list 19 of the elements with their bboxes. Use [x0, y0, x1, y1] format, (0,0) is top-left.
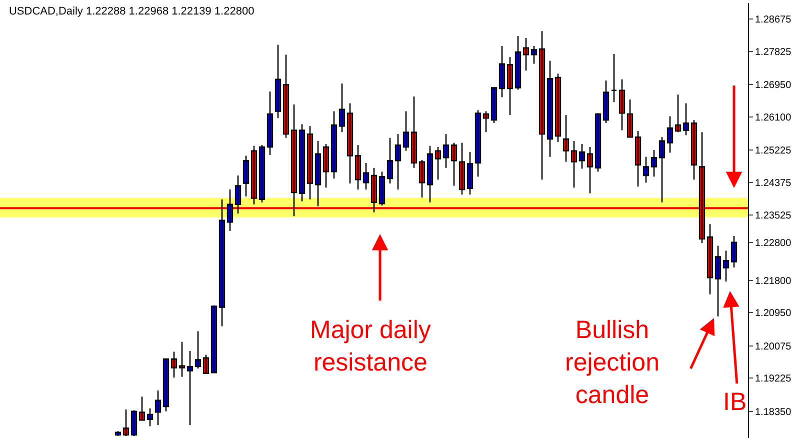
y-tick-label: 1.28675	[755, 14, 792, 26]
annotation: Bullish rejection candle	[565, 316, 660, 409]
annotation: Major daily resistance	[310, 316, 432, 376]
y-tick-label: 1.24375	[755, 178, 792, 190]
y-tick-label: 1.18350	[755, 406, 792, 418]
y-tick-label: 1.26100	[755, 112, 792, 124]
candlestick	[178, 341, 186, 378]
y-tick-label: 1.26950	[755, 80, 792, 92]
chart-title: USDCAD,Daily 1.22288 1.22968 1.22139 1.22800	[8, 5, 254, 18]
annotation: IB	[723, 388, 747, 416]
y-tick-label: 1.20950	[755, 308, 792, 320]
y-tick-label: 1.27825	[755, 46, 792, 58]
y-tick-label: 1.23525	[755, 210, 792, 222]
y-tick-label: 1.22800	[755, 238, 792, 249]
y-tick-label: 1.21800	[755, 276, 792, 287]
y-tick-label: 1.20075	[755, 341, 792, 352]
y-tick-label: 1.25225	[755, 146, 792, 157]
y-tick-label: 1.19225	[755, 374, 792, 385]
candlestick	[610, 53, 618, 103]
